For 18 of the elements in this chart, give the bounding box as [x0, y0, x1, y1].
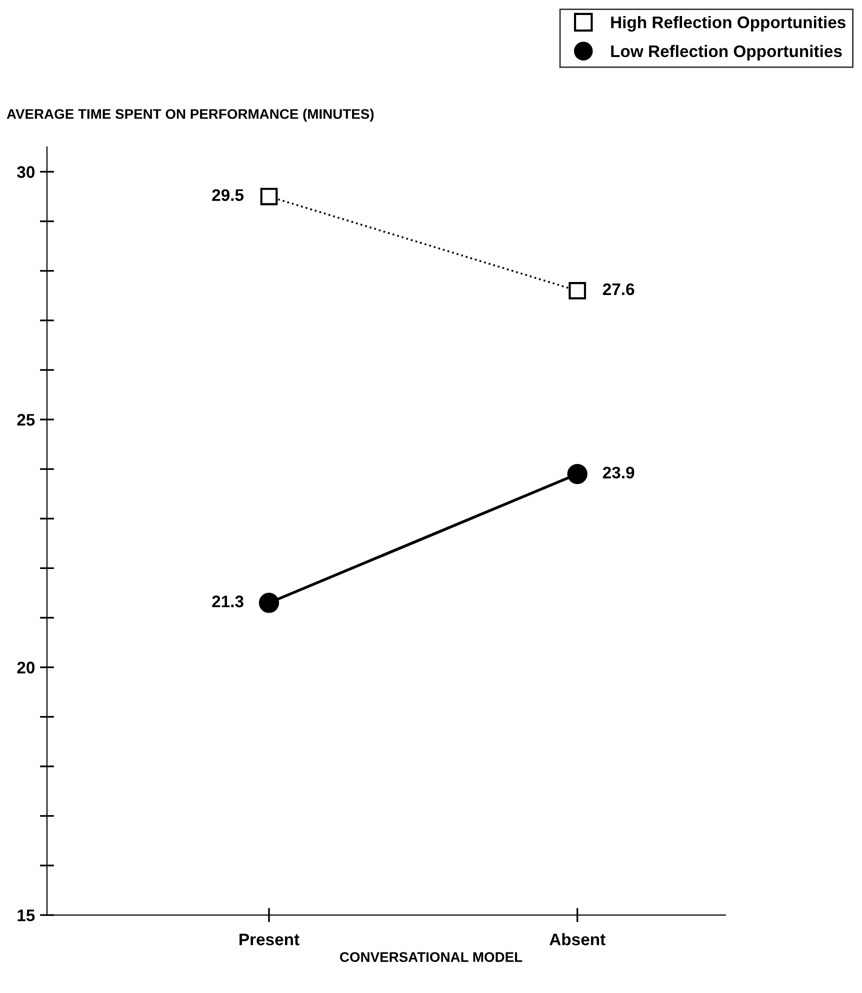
y-tick-label: 25 [17, 414, 35, 426]
data-label: 29.5 [212, 189, 244, 201]
data-label: 21.3 [212, 596, 244, 608]
point [568, 282, 586, 300]
point [260, 188, 278, 206]
y-tick-label: 30 [17, 166, 34, 178]
x-tick-label: Present [240, 934, 300, 946]
point [258, 592, 280, 613]
data-label: 27.6 [602, 283, 634, 296]
y-tick-label: 15 [18, 910, 35, 922]
y-axis-title: AVERAGE TIME SPENT ON PERFORMANCE (MINUTES) [6, 108, 374, 122]
data-label: 23.9 [602, 466, 634, 479]
x-axis-title: CONVERSATIONAL MODEL [340, 952, 522, 962]
point [567, 464, 588, 484]
legend-label: High Reflection Opportunities [611, 16, 846, 32]
y-tick-label: 20 [17, 662, 34, 674]
x-tick-label: Absent [550, 933, 606, 946]
legend-label: Low Reflection Opportunities [611, 44, 842, 60]
